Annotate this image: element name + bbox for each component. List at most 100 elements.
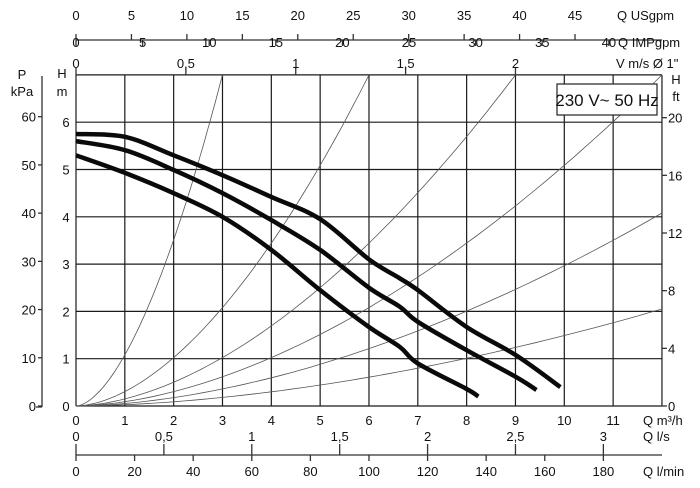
velocity-tick-label: 0 [72,56,79,71]
speed-1-pump-curve [75,153,480,399]
impgpm-tick-label: 40 [602,35,616,50]
lmin-tick-label: 180 [593,464,615,479]
feet-tick-label: 0 [668,399,675,414]
x-tick-label: 8 [463,413,470,428]
ls-tick-label: 2,5 [506,429,524,444]
pressure-tick-label: 20 [22,303,36,318]
usgpm-tick-label: 5 [128,8,135,23]
velocity-tick-label: 1 [292,56,299,71]
x-tick-label: 2 [170,413,177,428]
ls-tick-label: 1 [248,429,255,444]
axes: 0 1 2 3 4 5 6 7 8 9 10 11 Q m³/h0123456Hm01020304050… [11,8,684,479]
impgpm-tick-label: 0 [72,35,79,50]
x-tick-label: 10 [557,413,571,428]
pressure-tick-label: 0 [29,399,36,414]
impgpm-tick-label: 25 [402,35,416,50]
x-tick-label: 5 [317,413,324,428]
velocity-tick-label: 2 [512,56,519,71]
usgpm-tick-label: 30 [401,8,415,23]
x-tick-label: 11 [606,413,620,428]
impgpm-tick-label: 20 [335,35,349,50]
system-4-curve [75,74,663,407]
lmin-tick-label: 0 [72,464,79,479]
system-3-curve [75,74,516,407]
lmin-tick-label: 140 [475,464,497,479]
speed-3-pump-curve [75,131,562,389]
pressure-tick-label: 30 [22,254,36,269]
lmin-tick-label: 120 [417,464,439,479]
usgpm-tick-label: 15 [235,8,249,23]
usgpm-tick-label: 25 [346,8,360,23]
velocity-tick-label: 0,5 [177,56,195,71]
y-axis-label-h: H [57,66,66,81]
ls-tick-label: 2 [424,429,431,444]
ls-axis-label: Q l/s [643,429,670,444]
system-1-curve [75,74,223,407]
ls-tick-label: 0 [72,429,79,444]
pressure-tick-label: 50 [22,158,36,173]
feet-axis-label-ft: ft [672,89,680,104]
lmin-tick-label: 160 [534,464,556,479]
usgpm-tick-label: 20 [291,8,305,23]
system-6-curve [75,308,663,407]
feet-tick-label: 16 [668,168,682,183]
x-tick-label: 1 [121,413,128,428]
impgpm-tick-label: 15 [269,35,283,50]
feet-axis-label-h: H [671,72,680,87]
usgpm-tick-label: 45 [568,8,582,23]
voltage-annotation: 230 V~ 50 Hz [555,83,659,116]
lmin-tick-label: 40 [186,464,200,479]
lmin-axis-label: Q l/min [643,464,684,479]
x-axis-label: Q m³/h [643,413,683,428]
lmin-tick-label: 20 [127,464,141,479]
impgpm-tick-label: 5 [139,35,146,50]
impgpm-axis-label: Q IMPgpm [618,35,680,50]
impgpm-tick-label: 10 [202,35,216,50]
y-tick-label: 5 [62,163,69,178]
feet-tick-label: 8 [668,284,675,299]
lmin-tick-label: 80 [303,464,317,479]
x-tick-label: 3 [219,413,226,428]
ls-tick-label: 0,5 [155,429,173,444]
x-tick-label: 7 [414,413,421,428]
usgpm-tick-label: 35 [457,8,471,23]
system-5-curve [75,212,663,407]
system-2-curve [75,74,370,407]
ls-tick-label: 3 [600,429,607,444]
pressure-axis-label-kpa: kPa [11,84,34,99]
y-tick-label: 4 [62,210,69,225]
velocity-axis-label: V m/s Ø 1" [616,56,679,71]
annotation-box [556,83,658,116]
lmin-tick-label: 100 [358,464,380,479]
y-tick-label: 2 [62,304,69,319]
feet-tick-label: 20 [668,111,682,126]
x-tick-label: 0 [72,413,79,428]
pressure-tick-label: 60 [22,110,36,125]
x-tick-label: 9 [512,413,519,428]
usgpm-tick-label: 0 [72,8,79,23]
feet-tick-label: 4 [668,341,675,356]
impgpm-tick-label: 30 [468,35,482,50]
usgpm-tick-label: 40 [512,8,526,23]
pressure-tick-label: 40 [22,206,36,221]
ls-tick-label: 1,5 [331,429,349,444]
pressure-tick-label: 10 [22,351,36,366]
pressure-axis-label-p: P [18,67,27,82]
lmin-tick-label: 60 [245,464,259,479]
x-tick-label: 4 [268,413,275,428]
usgpm-axis-label: Q USgpm [617,8,674,23]
usgpm-tick-label: 10 [180,8,194,23]
x-tick-label: 6 [365,413,372,428]
annotation-text: 230 V~ 50 Hz [555,91,659,110]
pump-curves [75,131,562,399]
y-tick-label: 6 [62,115,69,130]
y-tick-label: 1 [62,352,69,367]
grid [75,74,663,407]
y-axis-label-m: m [57,84,68,99]
velocity-tick-label: 1,5 [397,56,415,71]
y-tick-label: 0 [62,399,69,414]
y-tick-label: 3 [62,257,69,272]
impgpm-tick-label: 35 [535,35,549,50]
speed-2-pump-curve [75,138,538,392]
